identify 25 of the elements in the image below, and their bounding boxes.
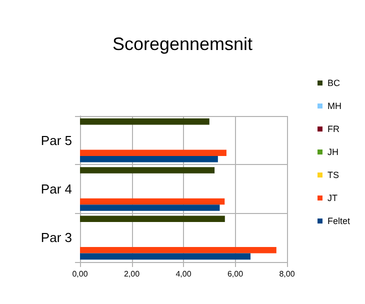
legend-label: TS: [327, 170, 340, 180]
bar: [80, 150, 226, 156]
x-tick-label: 2,00: [124, 270, 140, 278]
bar: [80, 247, 276, 254]
y-tick-label: Par 3: [40, 230, 72, 246]
legend-label: Feltet: [327, 216, 350, 226]
x-tick-label: 6,00: [227, 270, 244, 278]
chart-title: Scoregennemsnit: [112, 34, 253, 54]
x-tick-label: 4,00: [176, 270, 192, 278]
legend-label: BC: [327, 78, 340, 88]
y-tick-label: Par 4: [40, 182, 72, 196]
bar: [80, 216, 225, 222]
y-tick-label: Par 5: [40, 132, 72, 148]
x-tick-label: 8,00: [279, 270, 296, 278]
bar: [80, 253, 251, 260]
bar: [80, 118, 210, 125]
legend-label: JT: [327, 193, 338, 203]
bar: [80, 198, 225, 205]
x-tick-label: 0,00: [72, 270, 88, 278]
legend-label: FR: [327, 124, 340, 134]
bar: [80, 167, 215, 174]
legend-label: JH: [327, 147, 338, 157]
bar: [80, 156, 218, 162]
bar: [80, 204, 220, 211]
legend-label: MH: [327, 101, 342, 111]
